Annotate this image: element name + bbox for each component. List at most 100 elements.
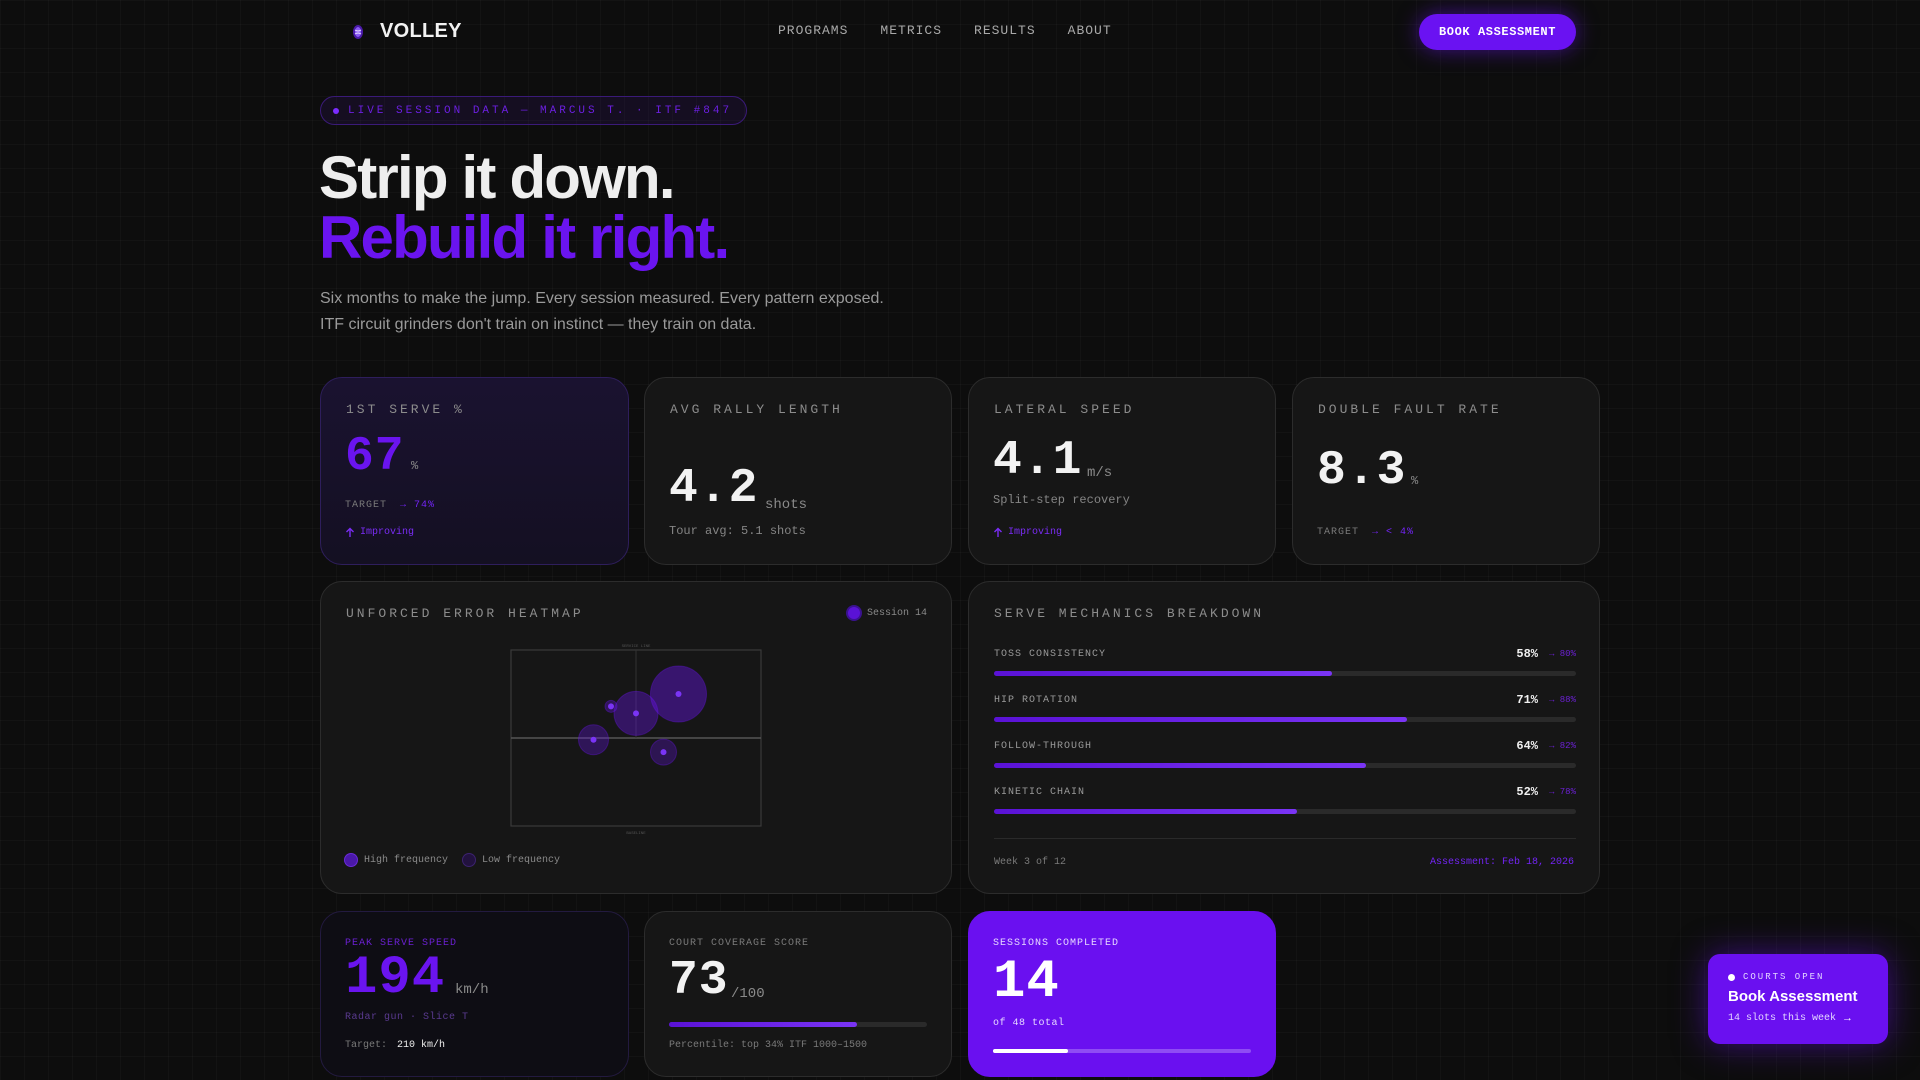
peak-serve-label: PEAK SERVE SPEED — [345, 938, 458, 949]
sessions-value: 14 — [993, 952, 1060, 1013]
court-coverage-card: COURT COVERAGE SCORE 73 /100 Percentile:… — [644, 911, 952, 1077]
heatmap-bottom-label: BASELINE — [626, 832, 646, 836]
top-nav: VOLLEY PROGRAMS METRICS RESULTS ABOUT BO… — [0, 0, 1920, 62]
mechanics-item-target: → 78% — [1548, 787, 1576, 797]
coverage-bar-track — [669, 1022, 927, 1027]
heatmap-session-legend: Session 14 — [847, 607, 927, 619]
courts-open-row: COURTS OPEN — [1728, 972, 1824, 982]
mechanics-item-target: → 82% — [1548, 741, 1576, 751]
double-fault-value: 8.3 — [1317, 444, 1407, 498]
target-value: → < 4% — [1372, 527, 1415, 538]
nav-link-about[interactable]: ABOUT — [1067, 23, 1112, 38]
mechanics-item-name: FOLLOW-THROUGH — [994, 741, 1093, 752]
peak-serve-note: Radar gun · Slice T — [345, 1012, 469, 1023]
book-assessment-button[interactable]: BOOK ASSESSMENT — [1419, 14, 1576, 50]
legend-high: High frequency — [345, 854, 448, 866]
first-serve-card: 1ST SERVE % 67 % TARGET → 74% Improving — [320, 377, 629, 565]
mechanics-week: Week 3 of 12 — [994, 857, 1067, 868]
rally-length-label: AVG RALLY LENGTH — [670, 402, 843, 417]
rally-length-note: Tour avg: 5.1 shots — [669, 524, 806, 538]
sessions-note: of 48 total — [993, 1018, 1065, 1029]
nav-link-programs[interactable]: PROGRAMS — [778, 23, 849, 38]
target-label: TARGET — [345, 500, 388, 511]
arrow-up-icon — [994, 527, 1002, 537]
heat-point-center — [675, 691, 682, 697]
trend-text: Improving — [1008, 527, 1063, 538]
lateral-speed-unit: m/s — [1087, 465, 1113, 481]
first-serve-target: TARGET → 74% — [345, 500, 435, 511]
mechanics-item-name: HIP ROTATION — [994, 695, 1079, 706]
arrow-right-icon: → — [1842, 1012, 1854, 1024]
floating-book-assessment[interactable]: COURTS OPEN Book Assessment 14 slots thi… — [1708, 954, 1888, 1044]
courts-open-text: COURTS OPEN — [1743, 972, 1825, 982]
peak-serve-card: PEAK SERVE SPEED 194 km/h Radar gun · Sl… — [320, 911, 629, 1077]
legend-high-text: High frequency — [364, 854, 449, 866]
hero-title-line2: Rebuild it right. — [319, 204, 730, 271]
high-frequency-dot-icon — [345, 854, 357, 866]
mechanics-item-value: 52% — [1516, 785, 1538, 799]
mechanics-bar-track — [994, 671, 1576, 676]
lateral-speed-note: Split-step recovery — [993, 493, 1130, 507]
double-fault-label: DOUBLE FAULT RATE — [1318, 402, 1502, 417]
brand-name: VOLLEY — [380, 20, 462, 42]
brand-logo[interactable]: VOLLEY — [350, 20, 462, 43]
live-session-badge: LIVE SESSION DATA — MARCUS T. · ITF #847 — [320, 96, 748, 125]
hero-subtitle-line2: ITF circuit grinders don't train on inst… — [320, 316, 757, 333]
rally-length-unit: shots — [765, 497, 808, 513]
floating-note-row: 14 slots this week → — [1728, 1012, 1853, 1024]
error-heatmap-card: UNFORCED ERROR HEATMAP Session 14 SERVIC… — [320, 581, 952, 894]
low-frequency-dot-icon — [463, 854, 475, 866]
heatmap-title: UNFORCED ERROR HEATMAP — [346, 606, 584, 621]
target-value: → 74% — [400, 500, 436, 511]
mechanics-assessment-date: Assessment: Feb 18, 2026 — [1429, 857, 1574, 868]
coverage-bar-fill — [669, 1022, 858, 1027]
court-diagram: SERVICE LINE BASELINE — [510, 645, 762, 836]
live-session-text: LIVE SESSION DATA — MARCUS T. · ITF #847 — [348, 104, 733, 117]
heat-point-center — [608, 703, 614, 710]
mechanics-title: SERVE MECHANICS BREAKDOWN — [994, 606, 1265, 621]
mechanics-item-target: → 80% — [1548, 649, 1576, 659]
sessions-label: SESSIONS COMPLETED — [993, 938, 1120, 949]
serve-mechanics-card: SERVE MECHANICS BREAKDOWN TOSS CONSISTEN… — [968, 581, 1600, 894]
first-serve-label: 1ST SERVE % — [346, 402, 465, 417]
mechanics-divider — [994, 838, 1576, 839]
mechanics-bar-track — [994, 717, 1576, 722]
mechanics-item: TOSS CONSISTENCY 58% → 80% — [994, 647, 1576, 683]
rally-length-card: AVG RALLY LENGTH 4.2 shots Tour avg: 5.1… — [644, 377, 952, 565]
hero-subtitle-line1: Six months to make the jump. Every sessi… — [320, 290, 884, 307]
lateral-speed-trend: Improving — [993, 527, 1062, 538]
mechanics-item-target: → 88% — [1548, 695, 1576, 705]
mechanics-bar-track — [994, 809, 1576, 814]
nav-link-metrics[interactable]: METRICS — [880, 23, 943, 38]
mechanics-bar-fill — [994, 809, 1297, 814]
mechanics-bar-fill — [994, 717, 1408, 722]
target-value: 210 km/h — [397, 1040, 446, 1051]
peak-serve-value: 194 — [345, 948, 446, 1009]
nav-links: PROGRAMS METRICS RESULTS ABOUT — [778, 23, 1112, 38]
tennis-ball-icon — [353, 24, 363, 39]
first-serve-trend: Improving — [345, 527, 414, 538]
target-label: TARGET — [1317, 527, 1360, 538]
mechanics-item-name: KINETIC CHAIN — [994, 787, 1086, 798]
sessions-bar-track — [993, 1049, 1251, 1053]
session-dot-icon — [847, 607, 860, 619]
target-label: Target: — [345, 1040, 388, 1051]
rally-length-value: 4.2 — [669, 462, 759, 516]
heat-point-center — [633, 710, 639, 717]
court-coverage-value: 73 — [669, 954, 729, 1008]
mechanics-item: HIP ROTATION 71% → 88% — [994, 693, 1576, 729]
mechanics-item-value: 58% — [1516, 647, 1538, 661]
status-dot-icon — [1728, 973, 1735, 981]
double-fault-card: DOUBLE FAULT RATE 8.3 % TARGET → < 4% — [1292, 377, 1600, 565]
double-fault-unit: % — [1411, 474, 1419, 488]
mechanics-item: FOLLOW-THROUGH 64% → 82% — [994, 739, 1576, 775]
first-serve-value: 67 — [345, 430, 405, 484]
heatmap-top-label: SERVICE LINE — [622, 645, 651, 649]
mechanics-bar-fill — [994, 763, 1367, 768]
heat-points — [578, 665, 707, 766]
mechanics-bar-track — [994, 763, 1576, 768]
peak-serve-target: Target: 210 km/h — [345, 1040, 445, 1051]
first-serve-unit: % — [411, 459, 419, 473]
lateral-speed-card: LATERAL SPEED 4.1 m/s Split-step recover… — [968, 377, 1276, 565]
nav-link-results[interactable]: RESULTS — [974, 23, 1036, 38]
